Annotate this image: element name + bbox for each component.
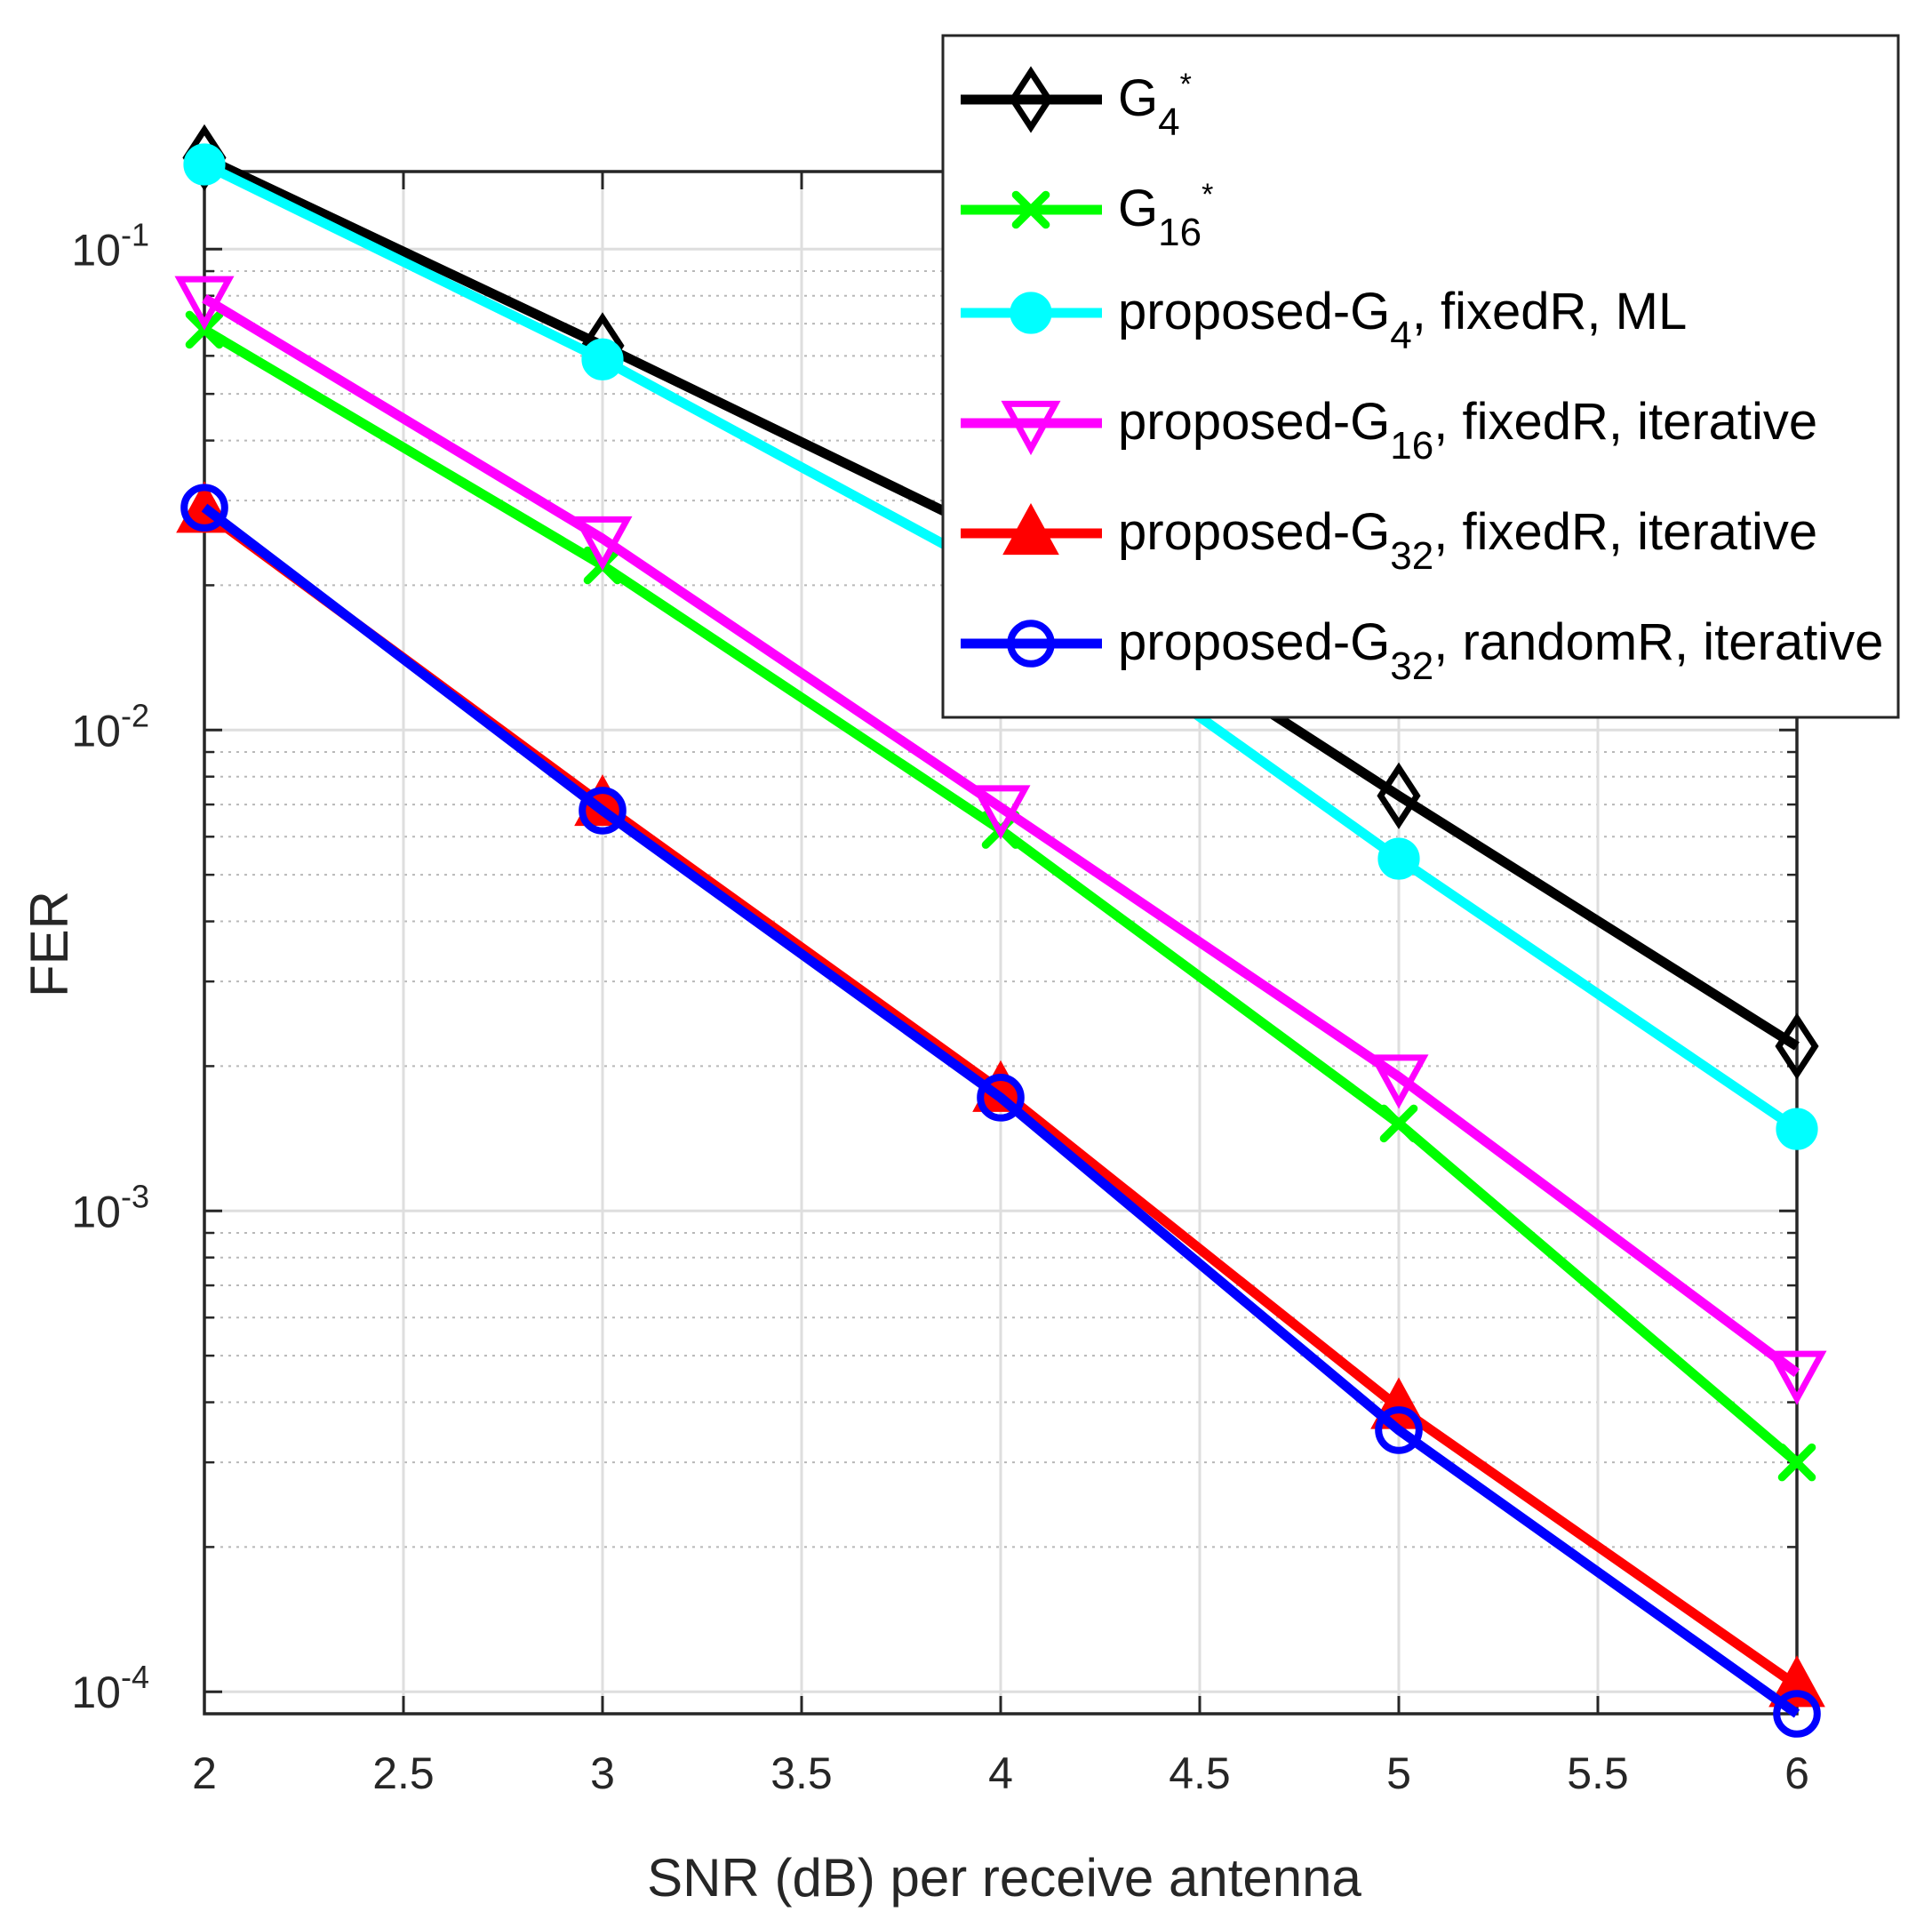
legend-label: G16* xyxy=(1118,178,1213,254)
diamond-marker xyxy=(1377,762,1421,829)
legend-label: proposed-G4, fixedR, ML xyxy=(1118,283,1687,357)
x-tick-label: 5.5 xyxy=(1567,1748,1629,1798)
x-axis-label: SNR (dB) per receive antenna xyxy=(647,1848,1361,1908)
legend-entry: G16* xyxy=(961,178,1213,254)
y-axis-label: FER xyxy=(20,891,79,997)
y-tick-label: 10-3 xyxy=(71,1178,149,1236)
x-tick-label: 6 xyxy=(1784,1748,1809,1798)
x-tick-label: 3.5 xyxy=(770,1748,833,1798)
filled-circle-marker xyxy=(581,338,624,380)
filled-circle-marker xyxy=(1377,837,1420,880)
legend-entry: proposed-G32, fixedR, iterative xyxy=(961,502,1817,578)
filled-circle-marker xyxy=(1010,292,1052,334)
open-circle-marker xyxy=(1375,1406,1423,1454)
legend-label: proposed-G32, fixedR, iterative xyxy=(1118,503,1817,578)
open-circle-marker xyxy=(1773,1690,1821,1738)
y-tick-label: 10-4 xyxy=(71,1659,149,1717)
filled-circle-marker xyxy=(183,143,226,186)
diamond-marker xyxy=(1775,1012,1819,1080)
diamond-marker xyxy=(1009,66,1053,133)
x-tick-label: 2 xyxy=(192,1748,217,1798)
legend-label: G4* xyxy=(1118,68,1192,144)
triangle-down-marker xyxy=(1369,1054,1429,1109)
series-proposed-g16-fixedr-iterative xyxy=(174,276,1827,1405)
x-tick-label: 4.5 xyxy=(1169,1748,1231,1798)
series-proposed-g32-randomr-iterative xyxy=(180,484,1821,1738)
x-tick-label: 2.5 xyxy=(372,1748,435,1798)
triangle-down-marker xyxy=(1767,1350,1827,1405)
x-marker-stroke xyxy=(1777,1443,1816,1482)
series xyxy=(174,124,1827,1738)
x-marker xyxy=(1379,1104,1418,1143)
legend-entry: G4* xyxy=(961,66,1192,144)
legend-box xyxy=(941,34,1900,719)
open-circle-marker xyxy=(977,1074,1025,1122)
open-circle-marker xyxy=(1007,620,1055,668)
x-marker-stroke xyxy=(1379,1104,1418,1143)
triangle-down-marker xyxy=(174,276,235,331)
legend-entry: proposed-G4, fixedR, ML xyxy=(961,283,1687,357)
filled-circle-marker xyxy=(1776,1108,1818,1150)
legend-label: proposed-G16, fixedR, iterative xyxy=(1118,393,1817,468)
legend-label: proposed-G32, randomR, iterative xyxy=(1118,613,1883,688)
triangle-down-marker xyxy=(970,785,1031,840)
legend: G4* G16* proposed-G4, fixedR, ML proposed-G… xyxy=(941,34,1900,719)
x-marker xyxy=(1777,1443,1816,1482)
x-tick-label: 4 xyxy=(988,1748,1013,1798)
triangle-up-marker xyxy=(1002,502,1059,556)
triangle-down-marker xyxy=(572,516,633,572)
y-tick-label: 10-1 xyxy=(71,216,149,275)
x-tick-label: 5 xyxy=(1386,1748,1411,1798)
axes: 10-1 10-2 10-3 10-4 2 2.5 3 3.5 4 4.5 5 5.5 6 xyxy=(71,170,1809,1798)
x-marker xyxy=(1011,190,1050,229)
open-circle-marker xyxy=(180,484,228,532)
series-line xyxy=(202,293,1800,1378)
x-tick-label: 3 xyxy=(590,1748,615,1798)
triangle-down-marker xyxy=(1001,400,1061,456)
open-circle-marker xyxy=(579,787,627,835)
legend-entry: proposed-G32, randomR, iterative xyxy=(961,613,1883,688)
x-marker-stroke xyxy=(1011,190,1050,229)
y-tick-label: 10-2 xyxy=(71,697,149,756)
legend-entry: proposed-G16, fixedR, iterative xyxy=(961,393,1817,468)
series-line xyxy=(201,503,1800,1718)
